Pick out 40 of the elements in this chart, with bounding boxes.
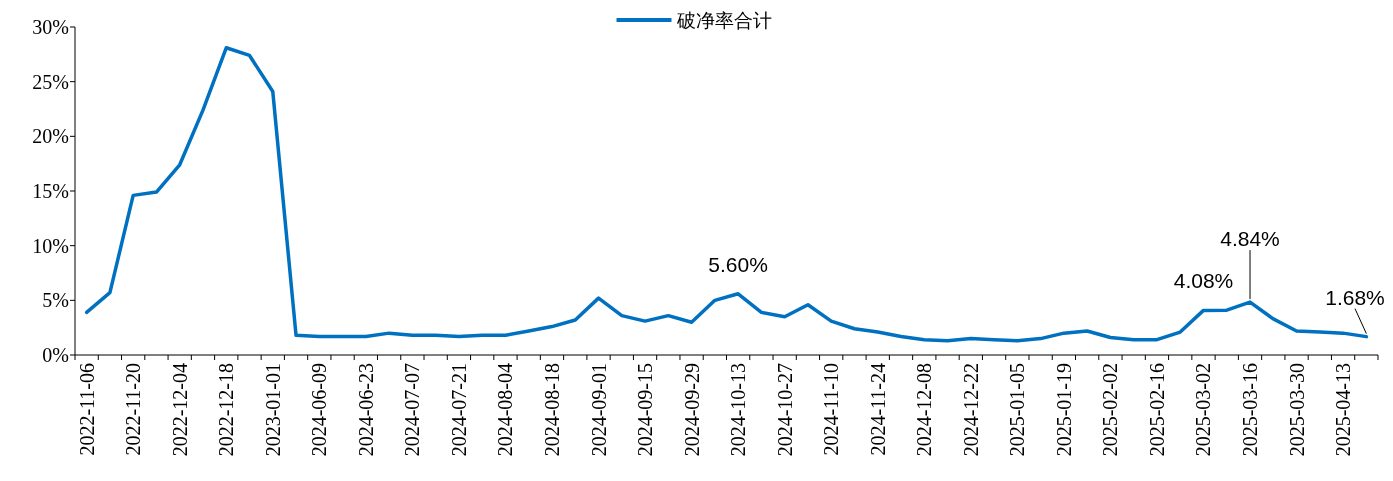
x-tick-label: 2024-10-13 — [727, 363, 750, 457]
x-tick-label: 2024-07-21 — [447, 363, 470, 457]
data-label: 4.08% — [1173, 269, 1234, 293]
data-label: 4.84% — [1220, 227, 1280, 251]
x-tick-label: 2024-11-10 — [820, 363, 843, 456]
x-tick-label: 2025-01-05 — [1006, 363, 1029, 457]
x-tick-label: 2025-03-30 — [1285, 363, 1308, 457]
x-tick-label: 2024-12-08 — [913, 363, 936, 457]
y-tick-label: 15% — [32, 180, 69, 202]
data-label: 5.60% — [708, 252, 768, 276]
x-tick-label: 2024-06-09 — [308, 363, 331, 457]
x-tick-label: 2024-09-01 — [587, 363, 610, 457]
x-tick-label: 2025-03-02 — [1192, 363, 1215, 457]
y-tick-label: 30% — [32, 16, 69, 38]
x-tick-label: 2025-02-16 — [1145, 363, 1168, 457]
x-tick-label: 2024-08-18 — [540, 363, 563, 457]
x-tick-label: 2024-06-23 — [354, 363, 377, 457]
y-tick-label: 20% — [32, 125, 69, 148]
x-tick-label: 2024-12-22 — [959, 363, 982, 457]
y-tick-label: 25% — [32, 70, 69, 93]
x-tick-label: 2024-09-15 — [634, 363, 657, 457]
x-tick-label: 2024-10-27 — [773, 363, 796, 457]
y-tick-label: 0% — [42, 344, 69, 366]
x-tick-label: 2022-11-06 — [75, 363, 98, 456]
x-tick-label: 2024-09-29 — [680, 363, 703, 457]
x-tick-label: 2023-01-01 — [261, 363, 284, 457]
x-tick-label: 2024-07-07 — [401, 363, 424, 457]
x-tick-label: 2022-12-18 — [215, 363, 238, 457]
x-tick-label: 2025-04-13 — [1332, 363, 1355, 457]
y-tick-label: 10% — [32, 234, 69, 257]
x-tick-label: 2022-11-20 — [122, 363, 145, 456]
x-tick-label: 2025-02-02 — [1099, 363, 1122, 457]
data-label: 1.68% — [1325, 285, 1385, 309]
legend-label: 破净率合计 — [675, 10, 772, 31]
x-tick-label: 2025-03-16 — [1239, 363, 1262, 457]
x-tick-label: 2024-08-04 — [494, 363, 517, 457]
x-tick-label: 2022-12-04 — [168, 363, 191, 457]
x-tick-label: 2025-01-19 — [1052, 363, 1075, 457]
y-tick-label: 5% — [42, 289, 69, 312]
x-tick-label: 2024-11-24 — [866, 363, 889, 456]
